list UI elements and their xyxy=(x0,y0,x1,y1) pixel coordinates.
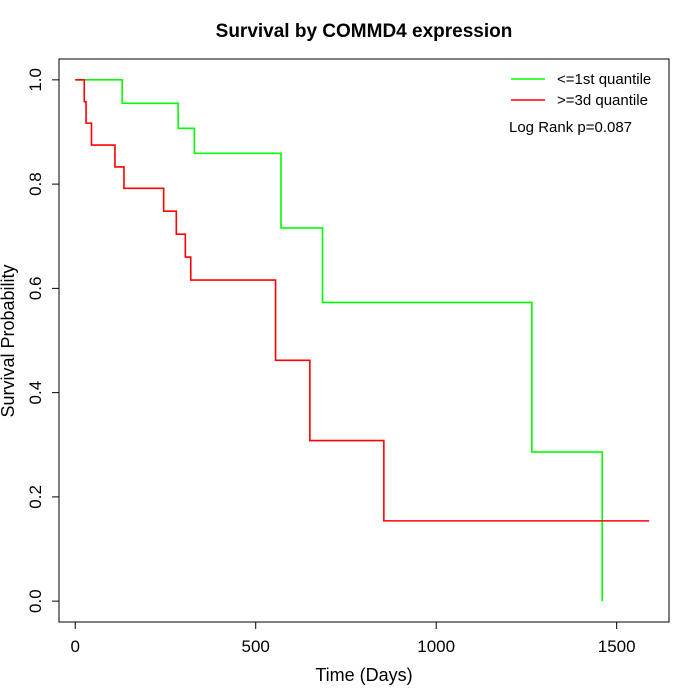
survival-curve-ge-3d-quantile xyxy=(75,79,650,522)
y-axis: 0.0 0.2 0.4 0.6 0.8 1.0 xyxy=(26,68,59,613)
chart-title: Survival by COMMD4 expression xyxy=(216,21,513,42)
x-axis-label: Time (Days) xyxy=(315,665,412,685)
y-tick-label-4: 0.8 xyxy=(26,172,45,196)
x-tick-label-3: 1500 xyxy=(598,637,636,656)
x-tick-label-2: 1000 xyxy=(417,637,455,656)
y-tick-label-2: 0.4 xyxy=(26,381,45,405)
x-tick-label-0: 0 xyxy=(71,637,80,656)
series-layer xyxy=(75,79,650,602)
legend-label-ge-3d-quantile: >=3d quantile xyxy=(557,92,648,109)
y-tick-label-3: 0.6 xyxy=(26,277,45,301)
legend-label-le-1st-quantile: <=1st quantile xyxy=(557,71,651,88)
y-tick-label-1: 0.2 xyxy=(26,485,45,509)
plot-frame xyxy=(58,58,670,623)
legend: <=1st quantile >=3d quantile xyxy=(511,71,651,109)
survival-curve-le-1st-quantile xyxy=(75,79,604,602)
y-tick-label-0: 0.0 xyxy=(26,589,45,613)
x-axis: 0 500 1000 1500 xyxy=(71,622,636,656)
log-rank-annotation: Log Rank p=0.087 xyxy=(509,119,632,136)
x-tick-label-1: 500 xyxy=(242,637,270,656)
y-tick-label-5: 1.0 xyxy=(26,68,45,92)
y-axis-label: Survival Probability xyxy=(0,264,18,417)
